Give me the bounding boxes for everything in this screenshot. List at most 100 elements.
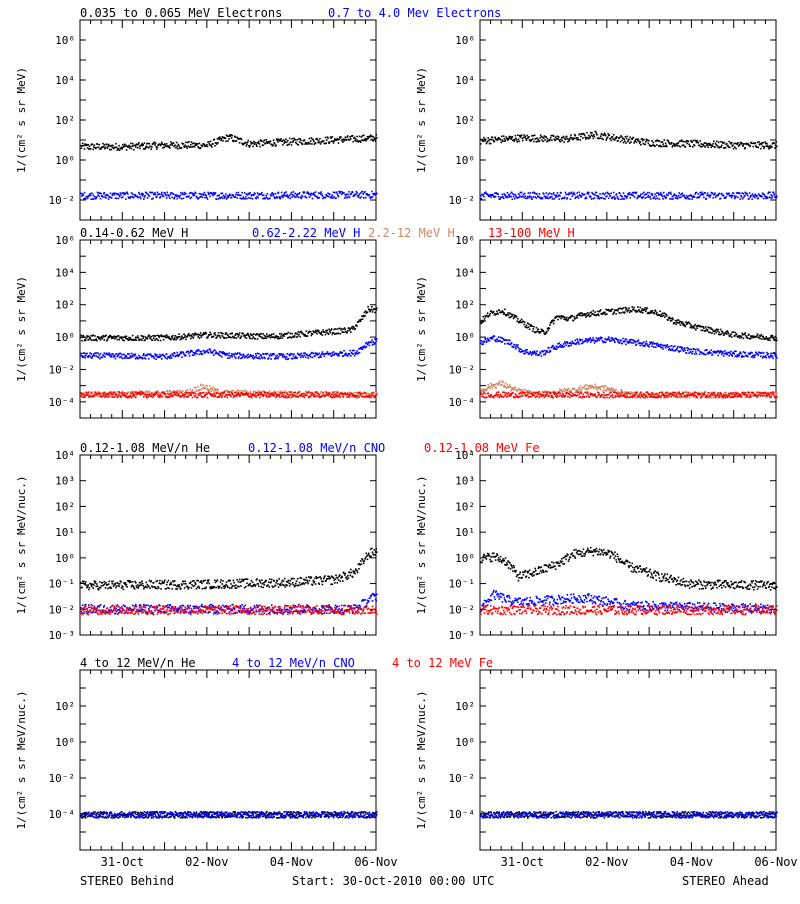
data-point	[588, 192, 590, 194]
data-point	[373, 342, 375, 344]
data-point	[545, 352, 547, 354]
data-point	[210, 334, 212, 336]
data-point	[503, 135, 505, 137]
data-point	[648, 195, 650, 197]
data-point	[337, 193, 339, 195]
data-point	[112, 194, 114, 196]
data-point	[564, 197, 566, 199]
data-point	[80, 353, 82, 355]
data-point	[593, 337, 595, 339]
data-point	[728, 193, 730, 195]
data-point	[231, 356, 233, 358]
data-point	[549, 192, 551, 194]
data-point	[553, 192, 555, 194]
data-point	[590, 315, 592, 317]
data-point	[150, 353, 152, 355]
data-point	[332, 392, 334, 394]
data-point	[235, 391, 237, 393]
data-point	[118, 198, 120, 200]
data-point	[575, 135, 577, 137]
data-point	[756, 195, 758, 197]
data-point	[263, 353, 265, 355]
data-point	[195, 387, 197, 389]
data-point	[547, 138, 549, 140]
data-point	[128, 391, 130, 393]
data-point	[557, 319, 559, 321]
data-point	[278, 394, 280, 396]
data-point	[599, 193, 601, 195]
data-point	[546, 196, 548, 198]
data-point	[156, 354, 158, 356]
data-point	[602, 139, 604, 141]
data-point	[318, 330, 320, 332]
data-point	[241, 192, 243, 194]
data-point	[608, 197, 610, 199]
data-point	[565, 318, 567, 320]
data-point	[662, 346, 664, 348]
data-point	[605, 135, 607, 137]
data-point	[172, 335, 174, 337]
data-point	[194, 353, 196, 355]
data-point	[664, 139, 666, 141]
data-point	[142, 337, 144, 339]
data-point	[285, 359, 287, 361]
data-point	[653, 346, 655, 348]
data-point	[138, 197, 140, 199]
data-point	[120, 395, 122, 397]
data-point	[81, 147, 83, 149]
data-point	[194, 395, 196, 397]
data-point	[103, 394, 105, 396]
data-point	[654, 193, 656, 195]
data-point	[654, 196, 656, 198]
data-point	[665, 197, 667, 199]
data-point	[682, 193, 684, 195]
data-point	[214, 145, 216, 147]
data-point	[628, 307, 630, 309]
data-point	[91, 353, 93, 355]
data-point	[683, 195, 685, 197]
data-point	[548, 347, 550, 349]
data-point	[546, 137, 548, 139]
data-point	[333, 351, 335, 353]
data-point	[666, 146, 668, 148]
data-point	[515, 346, 517, 348]
data-point	[334, 192, 336, 194]
data-point	[599, 137, 601, 139]
y-tick-label: 10²	[455, 114, 475, 127]
data-point	[174, 337, 176, 339]
data-point	[691, 142, 693, 144]
data-point	[231, 135, 233, 137]
data-point	[139, 196, 141, 198]
data-point	[312, 357, 314, 359]
data-point	[104, 144, 106, 146]
data-point	[498, 196, 500, 198]
data-point	[167, 391, 169, 393]
data-point	[756, 335, 758, 337]
data-point	[212, 387, 214, 389]
data-point	[656, 144, 658, 146]
data-point	[343, 332, 345, 334]
data-point	[506, 340, 508, 342]
data-point	[216, 198, 218, 200]
data-point	[619, 137, 621, 139]
data-point	[620, 340, 622, 342]
data-point	[204, 197, 206, 199]
data-point	[232, 394, 234, 396]
data-point	[182, 390, 184, 392]
data-point	[291, 144, 293, 146]
data-point	[170, 339, 172, 341]
data-point	[552, 345, 554, 347]
data-point	[504, 343, 506, 345]
data-point	[313, 192, 315, 194]
data-point	[312, 333, 314, 335]
data-point	[685, 146, 687, 148]
data-point	[298, 334, 300, 336]
data-point	[726, 333, 728, 335]
data-point	[678, 322, 680, 324]
data-point	[489, 315, 491, 317]
data-point	[315, 392, 317, 394]
data-point	[115, 143, 117, 145]
data-point	[153, 337, 155, 339]
data-point	[171, 357, 173, 359]
